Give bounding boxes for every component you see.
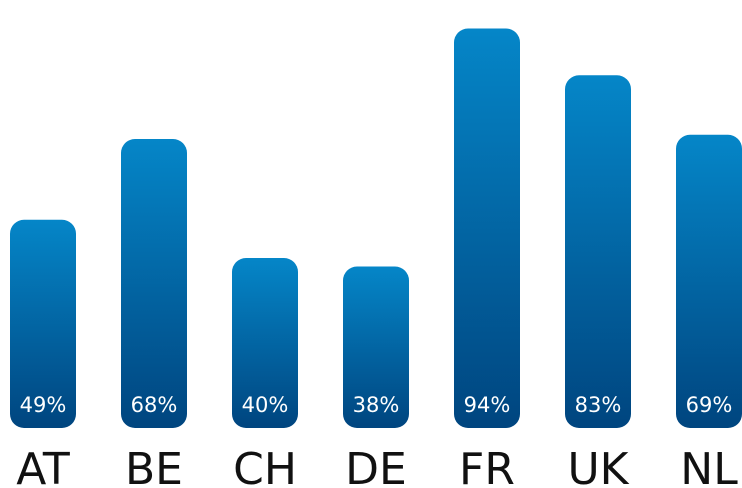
category-label-fr: FR [459,444,515,488]
category-label-at: AT [16,444,70,488]
bar-ch [232,258,298,428]
value-label-ch: 40% [242,393,289,417]
category-label-be: BE [125,444,183,488]
value-label-de: 38% [353,393,400,417]
category-label-ch: CH [233,444,297,488]
value-label-at: 49% [20,393,67,417]
value-label-fr: 94% [464,393,511,417]
category-label-uk: UK [567,444,629,488]
bar-de [343,266,409,428]
category-label-de: DE [345,444,407,488]
value-label-uk: 83% [575,393,622,417]
bar-nl [676,134,742,428]
value-label-be: 68% [131,393,178,417]
value-label-nl: 69% [686,393,733,417]
bar-uk [565,75,631,428]
labels-group: AT BE CH DE FR UK NL [16,444,738,488]
bar-be [121,139,187,428]
bar-fr [454,28,520,428]
bars-group: 49% 68% 40% 38% 94% 83% 69% [10,28,742,428]
bar-at [10,219,76,428]
category-label-nl: NL [680,444,738,488]
